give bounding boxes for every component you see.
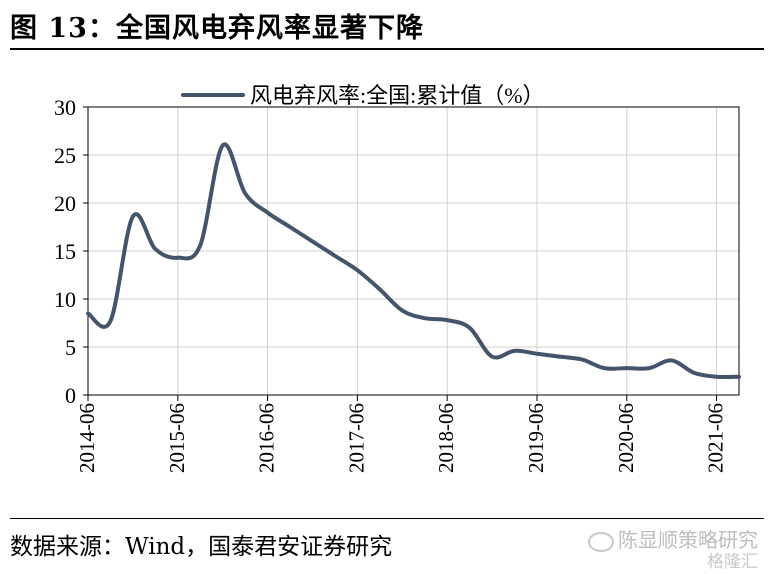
x-tick-label: 2018-06 <box>434 403 458 473</box>
watermark: 陈显顺策略研究 <box>588 524 758 553</box>
y-tick-label: 10 <box>54 287 76 312</box>
legend: 风电弃风率:全国:累计值（%） <box>181 83 545 108</box>
line-chart: 0 5 10 15 20 25 30 2014-06 2015-06 2016-06 2017-0… <box>54 83 741 473</box>
wechat-icon <box>588 531 614 552</box>
legend-label: 风电弃风率:全国:累计值（%） <box>250 83 545 108</box>
y-tick-label: 0 <box>65 383 76 408</box>
y-axis: 0 5 10 15 20 25 30 <box>54 95 88 408</box>
x-tick-label: 2016-06 <box>255 403 279 473</box>
source-note: 数据来源：Wind，国泰君安证券研究 <box>10 534 393 560</box>
x-axis: 2014-06 2015-06 2016-06 2017-06 2018-06 2019-… <box>75 395 728 473</box>
x-tick-label: 2020-06 <box>614 403 638 473</box>
source-rule <box>10 518 764 519</box>
series-layer <box>86 142 741 380</box>
x-tick-label: 2021-06 <box>704 403 728 473</box>
title-rule <box>10 48 764 50</box>
series-line <box>86 142 741 380</box>
y-tick-label: 20 <box>54 191 76 216</box>
y-tick-label: 30 <box>54 95 76 120</box>
x-tick-label: 2019-06 <box>524 403 548 473</box>
watermark-sub: 格隆汇 <box>707 552 758 572</box>
y-tick-label: 25 <box>54 143 76 168</box>
y-tick-label: 5 <box>65 335 76 360</box>
grid-layer <box>87 107 739 395</box>
x-tick-label: 2015-06 <box>165 403 189 473</box>
x-tick-label: 2014-06 <box>75 403 99 473</box>
x-tick-label: 2017-06 <box>344 403 368 473</box>
y-tick-label: 15 <box>54 239 76 264</box>
watermark-text: 陈显顺策略研究 <box>618 528 758 552</box>
figure-title: 图 13：全国风电弃风率显著下降 <box>10 13 424 44</box>
